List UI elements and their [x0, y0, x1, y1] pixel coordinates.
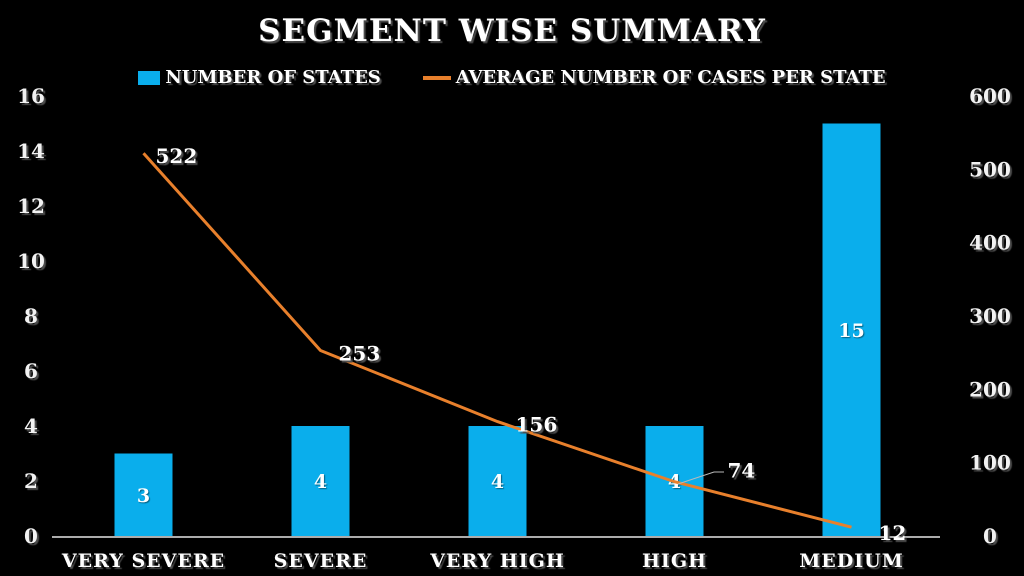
line-label: 253 [339, 341, 381, 365]
chart-title: SEGMENT WISE SUMMARY [258, 13, 766, 49]
left-axis-tick-10: 10 [17, 249, 45, 273]
right-axis-tick-400: 400 [969, 231, 1011, 255]
category-label-high: HIGH [642, 550, 707, 572]
left-axis-tick-2: 2 [24, 469, 38, 493]
line-label: 12 [879, 521, 907, 545]
bar-label: 15 [838, 320, 864, 342]
line-series-swatch [422, 75, 451, 80]
right-axis-tick-100: 100 [969, 451, 1011, 475]
left-axis-tick-16: 16 [17, 84, 45, 108]
bar-label: 4 [314, 471, 327, 493]
left-axis-tick-8: 8 [24, 304, 38, 328]
bar-medium [822, 123, 881, 536]
legend-item-number-of-states: NUMBER OF STATES [138, 67, 381, 88]
bar-series-swatch [138, 70, 161, 85]
left-axis-tick-0: 0 [24, 524, 38, 548]
left-axis-tick-6: 6 [24, 359, 38, 383]
line-label: 522 [156, 144, 198, 168]
category-label-severe: SEVERE [274, 550, 368, 572]
legend-label-number-of-states: NUMBER OF STATES [165, 67, 381, 88]
right-axis-tick-0: 0 [983, 524, 997, 548]
category-label-very-high: VERY HIGH [429, 550, 565, 572]
right-axis-tick-200: 200 [969, 377, 1011, 401]
bar-label: 3 [137, 485, 150, 507]
legend-item-average-cases: AVERAGE NUMBER OF CASES PER STATE [422, 67, 886, 88]
category-label-medium: MEDIUM [799, 550, 903, 572]
bar-severe [291, 426, 350, 536]
line-label: 156 [516, 413, 558, 437]
bar-very-severe [114, 453, 173, 536]
left-axis-tick-14: 14 [17, 139, 45, 163]
right-axis-tick-300: 300 [969, 304, 1011, 328]
line-series [142, 152, 852, 529]
left-axis-tick-4: 4 [24, 414, 38, 438]
chart-legend: NUMBER OF STATES AVERAGE NUMBER OF CASES… [0, 67, 1024, 88]
category-label-very-severe: VERY SEVERE [61, 550, 225, 572]
left-axis-tick-12: 12 [17, 194, 45, 218]
bar-very-high [468, 426, 527, 536]
right-axis-tick-500: 500 [969, 157, 1011, 181]
label-leader-line [677, 471, 724, 485]
bar-label: 4 [491, 471, 504, 493]
legend-label-average-cases: AVERAGE NUMBER OF CASES PER STATE [455, 67, 886, 88]
line-label: 74 [728, 459, 756, 483]
right-axis-tick-600: 600 [969, 84, 1011, 108]
